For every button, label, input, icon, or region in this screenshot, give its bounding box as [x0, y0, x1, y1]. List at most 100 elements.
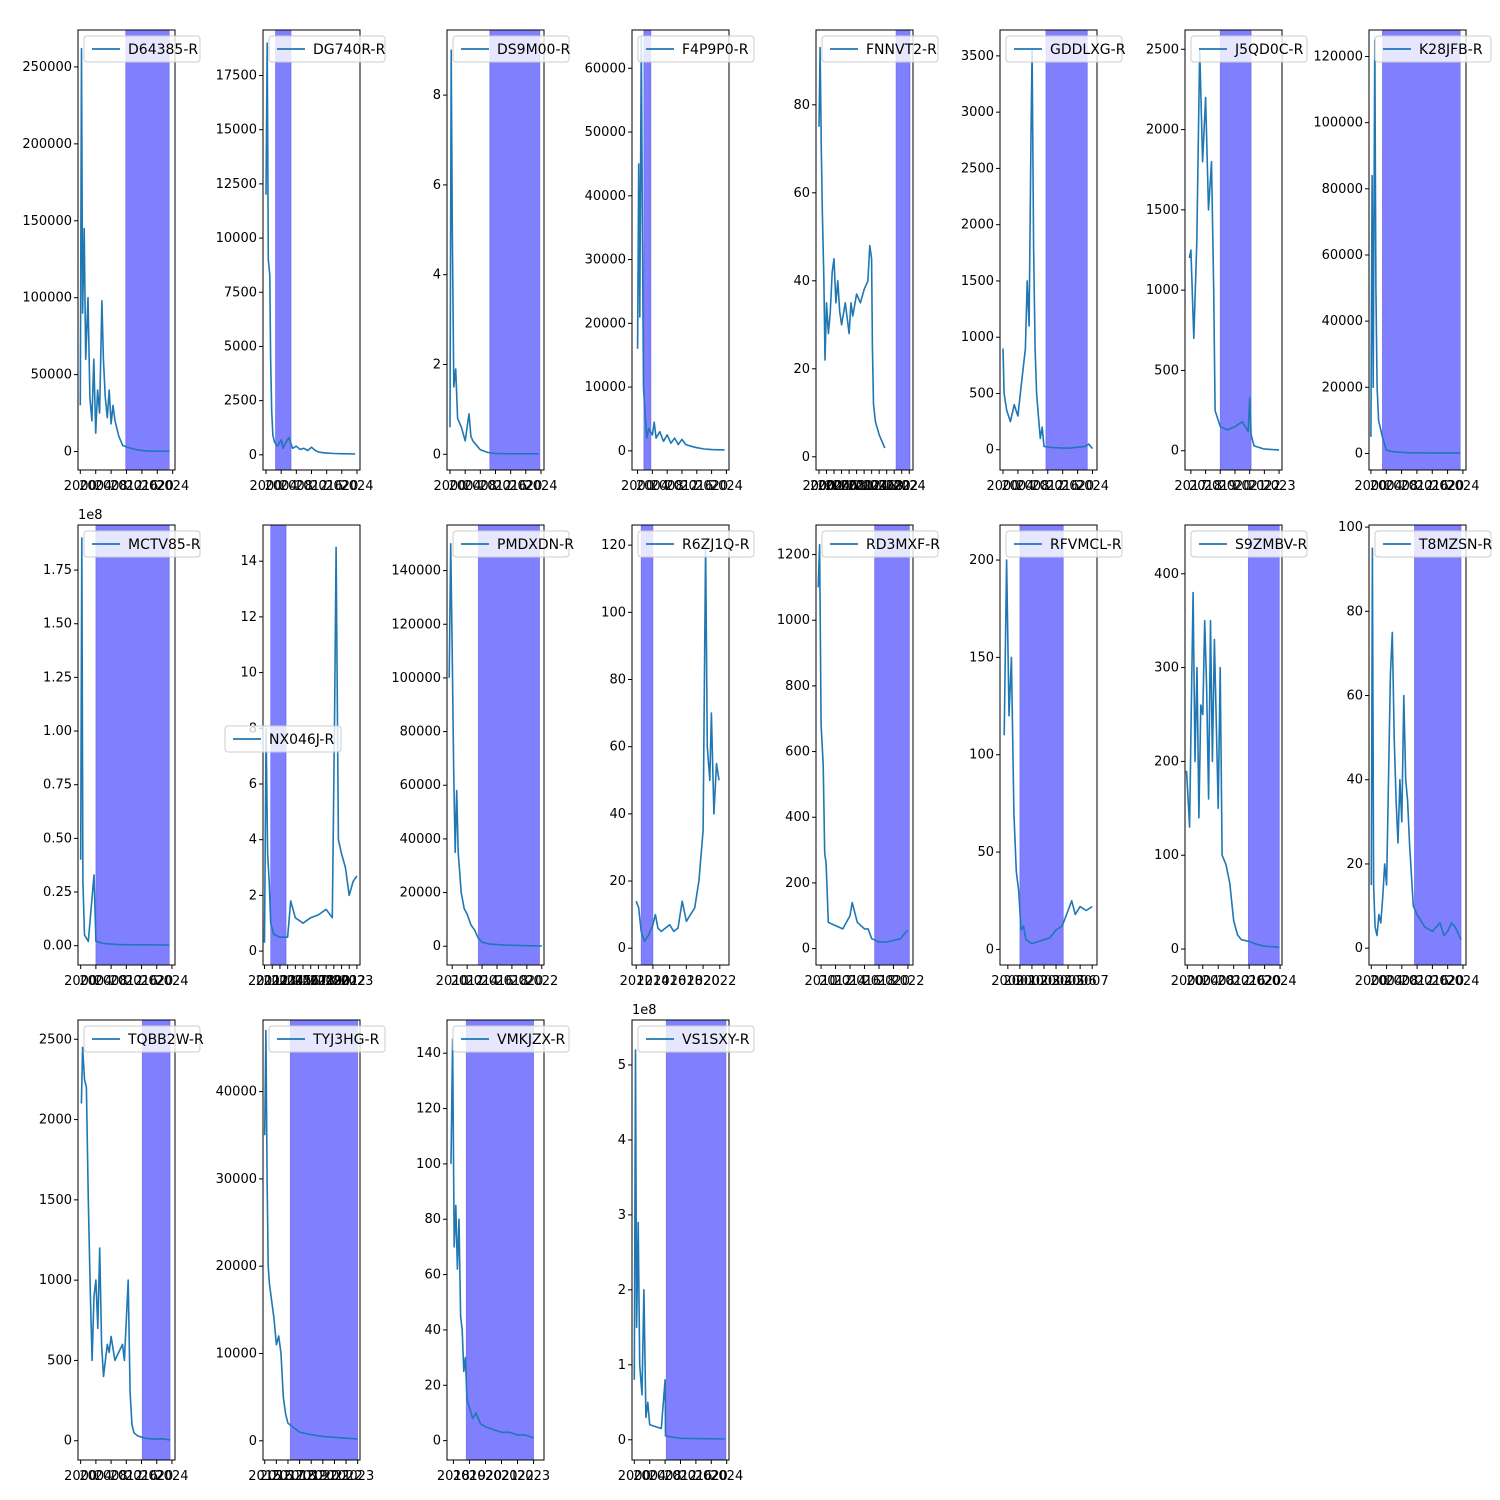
shaded-span	[1247, 525, 1280, 965]
legend-box	[452, 35, 570, 63]
x-tick-label: 2000	[621, 479, 654, 494]
x-tick-label: 2015	[279, 974, 312, 989]
legend-box	[637, 530, 755, 558]
x-tick-label: 2012	[664, 1469, 697, 1484]
legend-label: VMKJZX-R	[497, 1032, 566, 1048]
subplot-k28jfb-r: 0 20000 40000 60000 80000 100000 120000 2000200…	[1313, 29, 1492, 494]
shaded-span	[1414, 525, 1462, 965]
legend: NX046J-R	[224, 725, 342, 753]
legend-label: F4P9P0-R	[682, 42, 749, 58]
y-tick-label: 10000	[216, 231, 257, 246]
x-tick-label: 2024	[1264, 974, 1297, 989]
y-tick-label: 20	[424, 1378, 441, 1393]
y-tick-label: 10	[240, 666, 257, 681]
x-tick-label: 2004	[79, 1469, 112, 1484]
y-tick-label: 3000	[961, 105, 994, 120]
y-tick-label: 5000	[224, 339, 257, 354]
y-tick-label: 14	[240, 554, 257, 569]
x-tick-label: 2000	[64, 479, 97, 494]
series-line	[633, 1049, 725, 1440]
y-tick-label: 0	[433, 939, 441, 954]
subplot-t8mzsn-r: 0 20 40 60 80 100 2000200420082012201620202024…	[1338, 520, 1492, 989]
y-tick-label: 0.25	[43, 885, 72, 900]
shaded-span	[95, 525, 170, 965]
x-tick-label: 2008	[464, 479, 497, 494]
x-tick-label: 2016	[125, 479, 158, 494]
y-tick-label: 200000	[22, 137, 72, 152]
y-tick-label: 120	[601, 538, 626, 553]
shaded-span	[1045, 30, 1088, 470]
y-tick-label: 1500	[961, 274, 994, 289]
x-tick-label: 2022	[501, 1469, 534, 1484]
x-tick-label: 2016	[680, 479, 713, 494]
x-tick-label: 2024	[340, 479, 373, 494]
y-tick-label: 60000	[585, 61, 626, 76]
legend-label: DG740R-R	[313, 42, 386, 58]
y-tick-label: 0	[1171, 444, 1179, 459]
legend-box	[224, 725, 342, 753]
legend-box	[268, 1025, 386, 1053]
y-tick-label: 0	[1355, 446, 1363, 461]
y-tick-label: 200	[1154, 754, 1179, 769]
x-tick-label: 2008	[1016, 479, 1049, 494]
subplot-dg740r-r: 0 2500 5000 7500 10000 12500 15000 17500 2000200…	[216, 29, 386, 494]
legend-label: PMDXDN-R	[497, 537, 574, 553]
series-line	[263, 546, 358, 943]
y-tick-label: 1.50	[43, 617, 72, 632]
shaded-span	[289, 1020, 359, 1460]
y-tick-label: 80000	[400, 725, 441, 740]
subplot-fnnvt2-r: 0 20 40 60 80 2000200220042006200820102012201…	[793, 29, 939, 494]
subplot-d64385-r: 0500001000001500002000002500002000200420…	[22, 29, 201, 494]
y-tick-label: 800	[785, 679, 810, 694]
y-tick-label: 8	[433, 88, 441, 103]
y-tick-label: 250000	[22, 60, 72, 75]
x-tick-label: 2016	[310, 479, 343, 494]
y-tick-label: 0	[64, 1434, 72, 1449]
x-tick-label: 2000	[249, 479, 282, 494]
series-line	[1370, 547, 1462, 941]
series-line	[79, 537, 170, 946]
y-tick-label: 50	[977, 845, 994, 860]
y-tick-label: 0	[802, 942, 810, 957]
legend-label: FNNVT2-R	[866, 42, 937, 58]
y-tick-label: 500	[47, 1353, 72, 1368]
y-tick-label: 150000	[22, 214, 72, 229]
x-tick-label: 2013	[263, 974, 296, 989]
y-tick-label: 1.25	[43, 670, 72, 685]
legend-label: RD3MXF-R	[866, 537, 940, 553]
x-tick-label: 2024	[1446, 479, 1479, 494]
x-tick-label: 2010	[840, 479, 873, 494]
x-tick-label: 2024	[155, 974, 188, 989]
x-tick-label: 2022	[330, 1469, 363, 1484]
x-tick-label: 2014	[466, 974, 499, 989]
series-line	[448, 543, 542, 947]
y-tick-label: 20000	[400, 886, 441, 901]
x-tick-label: 2012	[819, 974, 852, 989]
y-tick-label: 0	[1171, 942, 1179, 957]
x-tick-label: 2006	[825, 479, 858, 494]
x-tick-label: 2022	[333, 974, 366, 989]
y-tick-label: 0	[618, 941, 626, 956]
legend: D64385-R	[83, 35, 201, 63]
x-tick-label: 2018	[670, 974, 703, 989]
x-tick-label: 2008	[280, 479, 313, 494]
x-tick-label: 2012	[110, 1469, 143, 1484]
axes-frame	[1184, 29, 1283, 471]
x-tick-label: 2003	[1027, 974, 1060, 989]
x-tick-label: 2020	[1248, 974, 1281, 989]
x-tick-label: 2004	[265, 479, 298, 494]
x-tick-label: 2020	[317, 974, 350, 989]
y-tick-label: 0	[249, 448, 257, 463]
y-tick-label: 1000	[777, 613, 810, 628]
subplot-rd3mxf-r: 0 200 400 600 800 1000 1200 2010201220142016201…	[777, 524, 940, 989]
series-line	[450, 1038, 534, 1439]
y-tick-label: 3	[618, 1208, 626, 1223]
x-tick-label: 2016	[286, 974, 319, 989]
x-tick-label: 2007	[1076, 974, 1109, 989]
legend-label: MCTV85-R	[128, 537, 201, 553]
legend-box	[83, 530, 201, 558]
axes-frame	[999, 29, 1098, 471]
y-tick-label: 1000	[1146, 283, 1179, 298]
y-tick-label: 2	[618, 1283, 626, 1298]
y-tick-label: 200	[969, 553, 994, 568]
